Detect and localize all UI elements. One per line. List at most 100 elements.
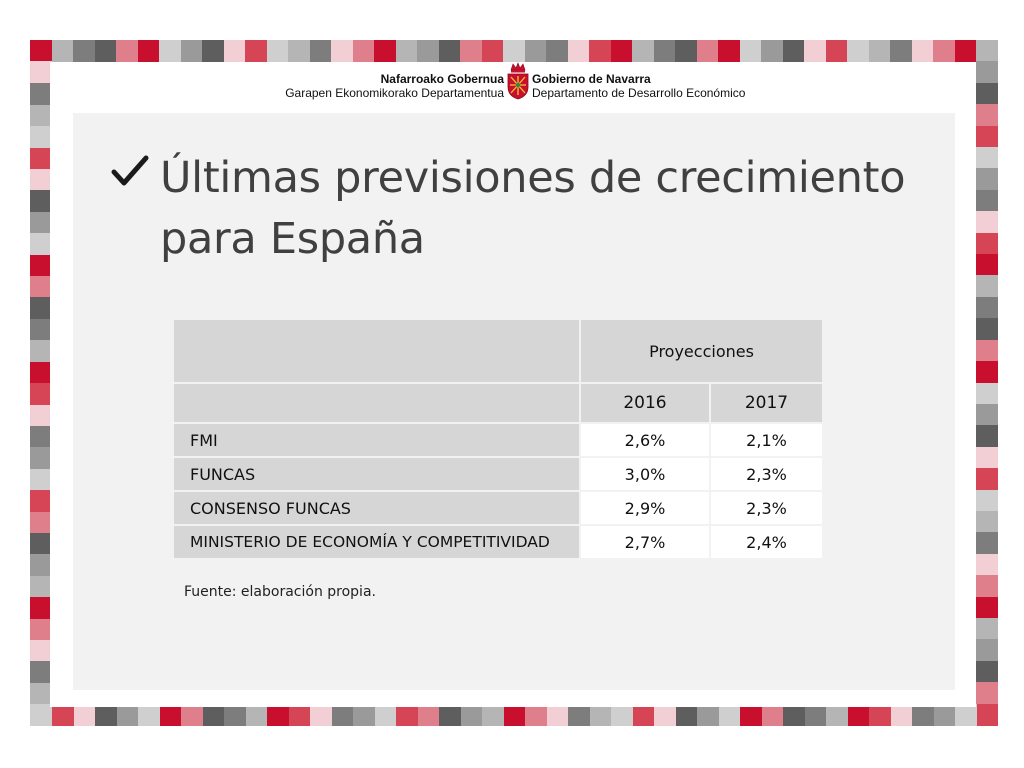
border-square [825, 40, 848, 62]
border-square [976, 703, 999, 726]
border-square [30, 403, 52, 426]
border-square [159, 703, 182, 726]
border-square [30, 703, 52, 726]
border-square [804, 703, 827, 726]
border-square [524, 40, 547, 62]
border-square [30, 275, 52, 298]
row-value: 2,6% [581, 424, 709, 456]
border-square [868, 703, 891, 726]
border-square [352, 40, 375, 62]
group-header-cell: Proyecciones [581, 320, 822, 382]
border-square [976, 168, 999, 191]
border-square [782, 40, 805, 62]
row-value: 2,3% [711, 492, 822, 524]
border-square [976, 125, 999, 148]
border-square [30, 361, 52, 384]
table-row: FUNCAS 3,0% 2,3% [174, 458, 822, 490]
border-square [94, 40, 117, 62]
border-square [782, 703, 805, 726]
border-square [976, 232, 999, 255]
border-square [266, 703, 289, 726]
border-square [30, 125, 52, 148]
border-square [976, 639, 999, 662]
border-square [460, 40, 483, 62]
border-square [739, 703, 762, 726]
border-square [30, 339, 52, 362]
border-square [976, 254, 999, 277]
column-header-2017: 2017 [711, 384, 822, 422]
border-square [976, 489, 999, 512]
row-value: 2,9% [581, 492, 709, 524]
border-square [718, 703, 741, 726]
border-square [718, 40, 741, 62]
border-square [589, 703, 612, 726]
border-square [30, 232, 52, 255]
border-square [30, 660, 52, 683]
border-square [976, 211, 999, 234]
border-square [159, 40, 182, 62]
border-square [481, 703, 504, 726]
border-square [30, 596, 52, 619]
border-square [632, 40, 655, 62]
border-square [374, 40, 397, 62]
border-square [30, 318, 52, 341]
border-square [30, 254, 52, 277]
border-square [976, 575, 999, 598]
border-square [567, 40, 590, 62]
border-square [438, 703, 461, 726]
logo-right-line1: Gobierno de Navarra [532, 72, 651, 86]
border-square [223, 40, 246, 62]
border-square [30, 468, 52, 491]
source-note: Fuente: elaboración propia. [184, 584, 376, 600]
border-square [460, 703, 483, 726]
border-square [847, 703, 870, 726]
border-square [30, 682, 52, 705]
border-square [890, 703, 913, 726]
row-value: 2,1% [711, 424, 822, 456]
border-square [503, 703, 526, 726]
row-value: 2,7% [581, 526, 709, 558]
border-square [933, 40, 956, 62]
border-square [976, 510, 999, 533]
row-value: 2,4% [711, 526, 822, 558]
border-square [589, 40, 612, 62]
border-square [610, 703, 633, 726]
border-square [223, 703, 246, 726]
subheader-empty-cell [174, 384, 579, 422]
table-header-row: Proyecciones [174, 320, 822, 382]
logo-right-line2: Departamento de Desarrollo Económico [532, 86, 746, 100]
row-label: FMI [174, 424, 579, 456]
border-square [309, 40, 332, 62]
border-square [202, 703, 225, 726]
table-row: FMI 2,6% 2,1% [174, 424, 822, 456]
border-square [266, 40, 289, 62]
border-square [288, 40, 311, 62]
border-square [954, 40, 977, 62]
border-square [976, 361, 999, 384]
border-square [30, 211, 52, 234]
border-square [976, 189, 999, 212]
border-square [976, 553, 999, 576]
border-square [890, 40, 913, 62]
border-square [30, 61, 52, 84]
border-square [976, 40, 999, 62]
border-square [847, 40, 870, 62]
border-square [309, 703, 332, 726]
logo-left-line2: Garapen Ekonomikorako Departamentua [285, 86, 504, 100]
border-square [30, 189, 52, 212]
row-value: 3,0% [581, 458, 709, 490]
border-square [137, 40, 160, 62]
border-square [696, 703, 719, 726]
table-row: MINISTERIO DE ECONOMÍA Y COMPETITIVIDAD … [174, 526, 822, 558]
border-square [976, 468, 999, 491]
border-square [30, 489, 52, 512]
row-label: MINISTERIO DE ECONOMÍA Y COMPETITIVIDAD [174, 526, 579, 558]
border-square [30, 532, 52, 555]
border-square [868, 40, 891, 62]
table-row: CONSENSO FUNCAS 2,9% 2,3% [174, 492, 822, 524]
border-square [331, 703, 354, 726]
border-square [804, 40, 827, 62]
border-square [30, 446, 52, 469]
border-square [976, 296, 999, 319]
